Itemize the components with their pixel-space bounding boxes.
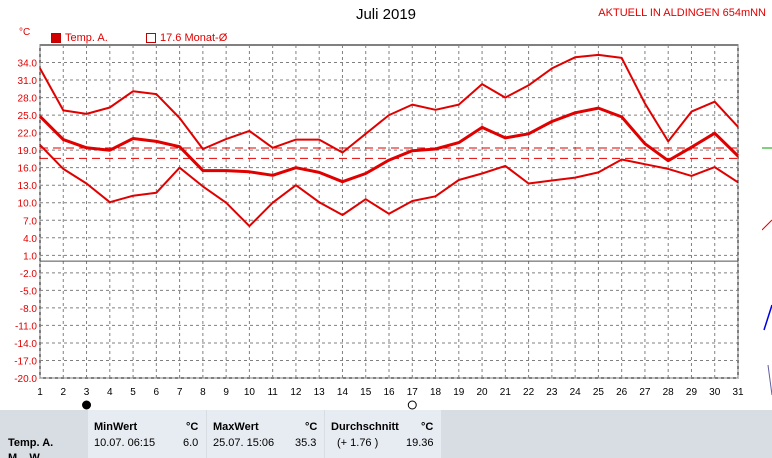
- legend-swatch-filled: [51, 33, 61, 43]
- y-tick-label: 34.0: [18, 59, 38, 70]
- y-tick-label: -5.0: [20, 286, 38, 297]
- x-tick-label: 11: [267, 387, 278, 398]
- y-tick-label: 4.0: [23, 234, 37, 245]
- max-cell: [207, 410, 324, 458]
- legend-series-label: Temp. A.: [65, 32, 108, 44]
- x-tick-label: 28: [663, 387, 675, 398]
- avg-unit: °C: [421, 421, 434, 433]
- avg-delta: (+ 1.76 ): [337, 437, 379, 449]
- x-tick-label: 21: [500, 387, 512, 398]
- max-unit: °C: [305, 421, 318, 433]
- min-cell: [88, 410, 206, 458]
- y-tick-label: -20.0: [14, 374, 37, 385]
- x-tick-label: 9: [223, 387, 229, 398]
- y-tick-label: -17.0: [14, 356, 37, 367]
- x-tick-label: 2: [60, 387, 66, 398]
- x-axis-markers: [82, 400, 417, 410]
- y-tick-label: -11.0: [15, 321, 37, 332]
- temperature-chart: 34.031.028.025.022.019.016.013.010.07.04…: [14, 44, 744, 410]
- y-tick-label: 19.0: [18, 146, 38, 157]
- x-tick-label: 31: [732, 387, 744, 398]
- legend-swatch-empty: [146, 33, 156, 43]
- y-tick-label: 25.0: [18, 111, 38, 122]
- moon-new-icon: [82, 400, 92, 410]
- x-tick-label: 13: [314, 387, 326, 398]
- min-date: 10.07. 06:15: [94, 437, 156, 449]
- x-axis-ticks: 1 2 3 4 5 6 7 8 9 10 11 12 13 14 15 16 17 18 19 20 21 22 23 24 2…: [37, 387, 744, 398]
- footer-row-label: Temp. A.: [8, 437, 54, 449]
- min-value: 6.0: [183, 437, 199, 449]
- y-unit-label: °C: [19, 27, 31, 38]
- min-header: MinWert: [94, 421, 138, 433]
- legend-monthly-avg-label: 17.6 Monat-Ø: [160, 32, 228, 44]
- station-label: AKTUELL IN ALDINGEN 654mNN: [598, 7, 766, 19]
- x-tick-label: 4: [107, 387, 113, 398]
- min-unit: °C: [186, 421, 199, 433]
- x-tick-label: 7: [177, 387, 183, 398]
- y-tick-label: 10.0: [18, 199, 38, 210]
- x-tick-label: 12: [290, 387, 302, 398]
- y-tick-label: 22.0: [18, 129, 38, 140]
- moon-full-icon: [407, 400, 417, 410]
- x-tick-label: 25: [593, 387, 605, 398]
- side-mini-chart: [762, 147, 772, 396]
- series-line-min: [39, 144, 739, 228]
- x-tick-label: 20: [477, 387, 489, 398]
- chart-grid: [39, 44, 739, 379]
- legend-series[interactable]: Temp. A.: [51, 32, 108, 44]
- x-tick-label: 8: [200, 387, 206, 398]
- avg-value: 19.36: [406, 437, 434, 449]
- series-line-avg: [38, 106, 740, 184]
- series-line-max: [39, 53, 739, 154]
- avg-cell: [325, 410, 441, 458]
- x-tick-label: 17: [407, 387, 419, 398]
- x-tick-label: 16: [383, 387, 395, 398]
- y-tick-label: -2.0: [20, 269, 38, 280]
- x-tick-label: 23: [546, 387, 558, 398]
- footer-row-label-2: M... W...: [8, 452, 49, 458]
- x-tick-label: 27: [639, 387, 651, 398]
- x-tick-label: 6: [154, 387, 160, 398]
- x-tick-label: 14: [337, 387, 349, 398]
- x-tick-label: 29: [686, 387, 698, 398]
- x-tick-label: 30: [709, 387, 721, 398]
- y-axis-ticks: 34.0 31.0 28.0 25.0 22.0 19.0 16.0 13.0 10.0 7.0 4…: [14, 59, 37, 385]
- x-tick-label: 5: [130, 387, 136, 398]
- x-tick-label: 26: [616, 387, 628, 398]
- x-tick-label: 24: [570, 387, 582, 398]
- y-tick-label: 1.0: [23, 251, 37, 262]
- y-tick-label: 31.0: [18, 76, 38, 87]
- max-value: 35.3: [295, 437, 317, 449]
- y-tick-label: 13.0: [18, 181, 38, 192]
- y-tick-label: 7.0: [23, 216, 37, 227]
- x-tick-label: 18: [430, 387, 442, 398]
- x-tick-label: 3: [84, 387, 90, 398]
- x-tick-label: 22: [523, 387, 535, 398]
- legend-monthly-avg[interactable]: 17.6 Monat-Ø: [146, 32, 227, 44]
- y-tick-label: -14.0: [14, 339, 37, 350]
- x-tick-label: 10: [244, 387, 256, 398]
- chart-title: Juli 2019: [355, 6, 417, 23]
- x-tick-label: 1: [37, 387, 43, 398]
- x-tick-label: 15: [360, 387, 372, 398]
- y-tick-label: 28.0: [18, 94, 38, 105]
- max-header: MaxWert: [213, 421, 259, 433]
- x-tick-label: 19: [453, 387, 465, 398]
- y-tick-label: 16.0: [18, 164, 38, 175]
- y-tick-label: -8.0: [20, 304, 38, 315]
- series-lines: [38, 53, 740, 228]
- avg-header: Durchschnitt: [331, 421, 399, 433]
- max-date: 25.07. 15:06: [213, 437, 275, 449]
